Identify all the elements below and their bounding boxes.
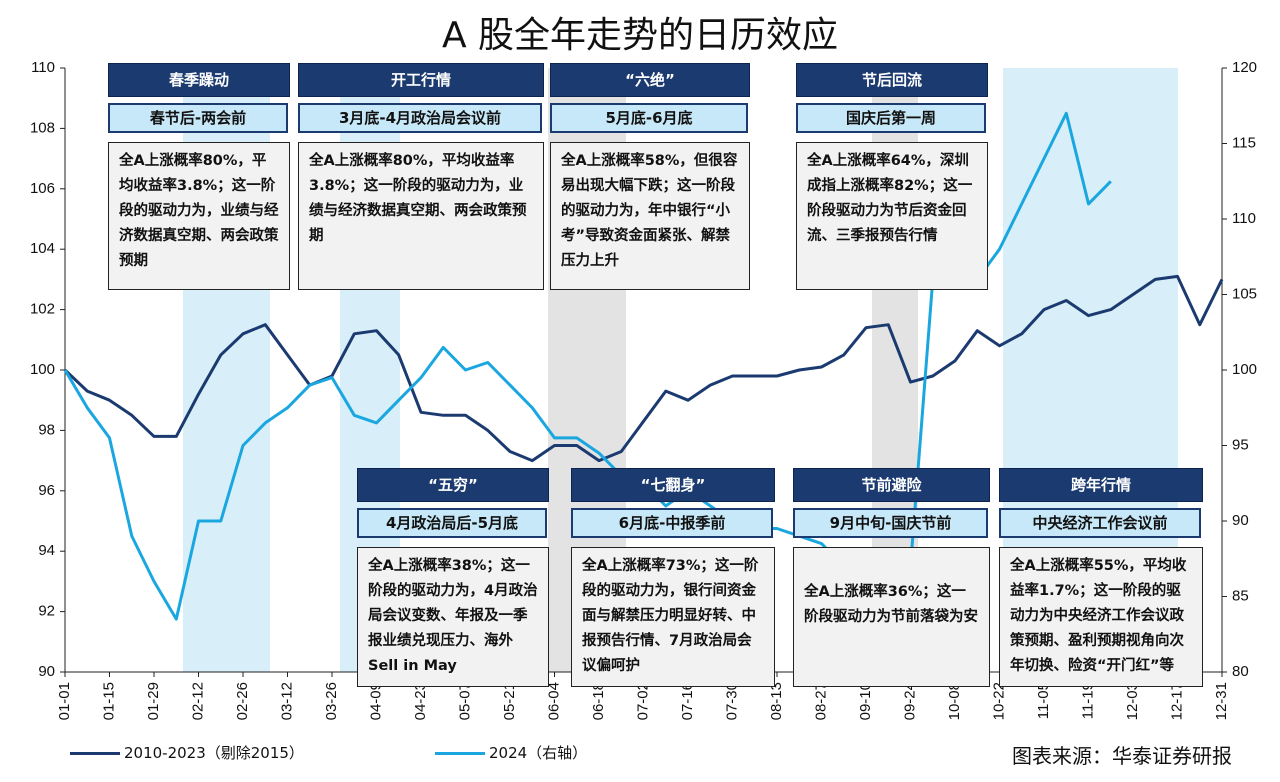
x-tick-label: 10-08 xyxy=(946,682,963,720)
x-tick-label: 07-16 xyxy=(679,682,696,720)
annotation-period: 9月中旬-国庆节前 xyxy=(793,508,988,538)
annotation-title: “六绝” xyxy=(550,63,750,97)
x-tick-label: 04-09 xyxy=(367,682,384,720)
legend-swatch xyxy=(435,752,485,755)
chart-title: A 股全年走势的日历效应 xyxy=(441,15,839,56)
y2-tick-label: 110 xyxy=(1232,210,1256,227)
annotation: “六绝” 5月底-6月底全A上涨概率58%，但很容易出现大幅下跌；这一阶段的驱动力… xyxy=(550,63,750,290)
annotation: 春季躁动春节后-两会前全A上涨概率80%，平均收益率3.8%；这一阶段的驱动力为… xyxy=(108,63,290,290)
y-tick-label: 108 xyxy=(30,119,55,136)
annotation-period: 春节后-两会前 xyxy=(108,103,288,133)
legend-swatch xyxy=(70,752,120,755)
annotation-text: 全A上涨概率36%；这一阶段驱动力为节前落袋为安 xyxy=(793,547,990,687)
y2-tick-label: 100 xyxy=(1232,361,1257,378)
y2-tick-label: 85 xyxy=(1232,587,1249,604)
annotation-period: 中央经济工作会议前 xyxy=(999,508,1201,538)
y2-tick-label: 105 xyxy=(1232,285,1257,302)
source-note: 图表来源：华泰证券研报 xyxy=(1012,744,1232,768)
annotation-text: 全A上涨概率80%，平均收益率3.8%；这一阶段的驱动力为，业绩与经济数据真空期… xyxy=(108,142,290,290)
y-tick-label: 100 xyxy=(30,361,55,378)
x-tick-label: 07-30 xyxy=(723,682,740,720)
y-tick-label: 92 xyxy=(38,603,55,620)
x-tick-label: 08-13 xyxy=(768,682,785,720)
annotation: “七翻身” 6月底-中报季前全A上涨概率73%；这一阶段的驱动力为，银行间资金面与… xyxy=(571,468,775,687)
annotation-period: 6月底-中报季前 xyxy=(571,508,773,538)
x-tick-label: 08-27 xyxy=(812,682,829,720)
annotation-text: 全A上涨概率64%，深圳成指上涨概率82%；这一阶段驱动力为节后资金回流、三季报… xyxy=(796,142,988,290)
x-tick-label: 05-21 xyxy=(501,682,518,720)
y-tick-label: 96 xyxy=(38,482,55,499)
x-tick-label: 01-15 xyxy=(100,682,117,720)
annotation-period: 5月底-6月底 xyxy=(550,103,748,133)
annotation: “五穷” 4月政治局后-5月底全A上涨概率38%；这一阶段的驱动力为，4月政治局会… xyxy=(357,468,549,687)
x-tick-label: 12-03 xyxy=(1124,682,1141,720)
annotation-text: 全A上涨概率58%，但很容易出现大幅下跌；这一阶段的驱动力为，年中银行“小考”导… xyxy=(550,142,750,290)
x-tick-label: 02-26 xyxy=(234,682,251,720)
y2-tick-label: 95 xyxy=(1232,436,1249,453)
legend-label: 2024（右轴） xyxy=(489,744,588,762)
annotation-title: “七翻身” xyxy=(571,468,775,502)
annotation-period: 3月底-4月政治局会议前 xyxy=(298,103,542,133)
x-tick-label: 06-18 xyxy=(590,682,607,720)
y-tick-label: 98 xyxy=(38,421,55,438)
x-tick-label: 11-19 xyxy=(1079,682,1096,719)
legend-item: 2010-2023（剔除2015） xyxy=(70,742,304,763)
y2-tick-label: 120 xyxy=(1232,59,1257,76)
x-tick-label: 10-22 xyxy=(990,682,1007,720)
y2-tick-label: 80 xyxy=(1232,663,1249,680)
annotation-title: 跨年行情 xyxy=(999,468,1203,502)
annotation-period: 4月政治局后-5月底 xyxy=(357,508,547,538)
x-tick-label: 11-05 xyxy=(1035,682,1052,719)
annotation-text: 全A上涨概率73%；这一阶段的驱动力为，银行间资金面与解禁压力明显好转、中报预告… xyxy=(571,547,775,687)
annotation-title: “五穷” xyxy=(357,468,549,502)
y-tick-label: 110 xyxy=(31,59,55,76)
annotation-text: 全A上涨概率80%，平均收益率3.8%；这一阶段的驱动力为，业绩与经济数据真空期… xyxy=(298,142,544,290)
annotation-title: 节后回流 xyxy=(796,63,988,97)
x-tick-label: 03-12 xyxy=(278,682,295,720)
legend-label: 2010-2023（剔除2015） xyxy=(124,744,304,762)
x-tick-label: 01-29 xyxy=(145,682,162,720)
x-tick-label: 12-17 xyxy=(1168,682,1185,720)
legend-item: 2024（右轴） xyxy=(435,742,587,763)
x-tick-label: 09-10 xyxy=(857,682,874,720)
annotation-title: 节前避险 xyxy=(793,468,990,502)
annotation: 开工行情 3月底-4月政治局会议前全A上涨概率80%，平均收益率3.8%；这一阶段… xyxy=(298,63,544,290)
x-tick-label: 06-04 xyxy=(545,682,562,720)
x-tick-label: 04-23 xyxy=(412,682,429,720)
x-tick-label: 12-31 xyxy=(1213,682,1230,720)
x-tick-label: 09-24 xyxy=(901,682,918,720)
annotation-text: 全A上涨概率55%，平均收益率1.7%；这一阶段的驱动力为中央经济工作会议政策预… xyxy=(999,547,1203,687)
x-tick-label: 02-12 xyxy=(189,682,206,720)
annotation-text: 全A上涨概率38%；这一阶段的驱动力为，4月政治局会议变数、年报及一季报业绩兑现… xyxy=(357,547,549,687)
annotation-title: 春季躁动 xyxy=(108,63,290,97)
y-tick-label: 104 xyxy=(30,240,55,257)
annotation-title: 开工行情 xyxy=(298,63,544,97)
y2-tick-label: 115 xyxy=(1232,134,1256,151)
x-tick-label: 07-02 xyxy=(634,682,651,720)
series-line xyxy=(63,274,1224,463)
y-tick-label: 90 xyxy=(38,663,55,680)
annotation: 节后回流国庆后第一周全A上涨概率64%，深圳成指上涨概率82%；这一阶段驱动力为… xyxy=(796,63,988,290)
annotation: 节前避险 9月中旬-国庆节前全A上涨概率36%；这一阶段驱动力为节前落袋为安 xyxy=(793,468,990,687)
x-tick-label: 05-07 xyxy=(456,682,473,720)
y-tick-label: 106 xyxy=(30,180,55,197)
y-tick-label: 94 xyxy=(38,542,55,559)
y-tick-label: 102 xyxy=(30,301,55,318)
annotation: 跨年行情中央经济工作会议前全A上涨概率55%，平均收益率1.7%；这一阶段的驱动… xyxy=(999,468,1203,687)
x-tick-label: 03-26 xyxy=(323,682,340,720)
y2-tick-label: 90 xyxy=(1232,512,1249,529)
x-tick-label: 01-01 xyxy=(56,682,73,720)
annotation-period: 国庆后第一周 xyxy=(796,103,986,133)
